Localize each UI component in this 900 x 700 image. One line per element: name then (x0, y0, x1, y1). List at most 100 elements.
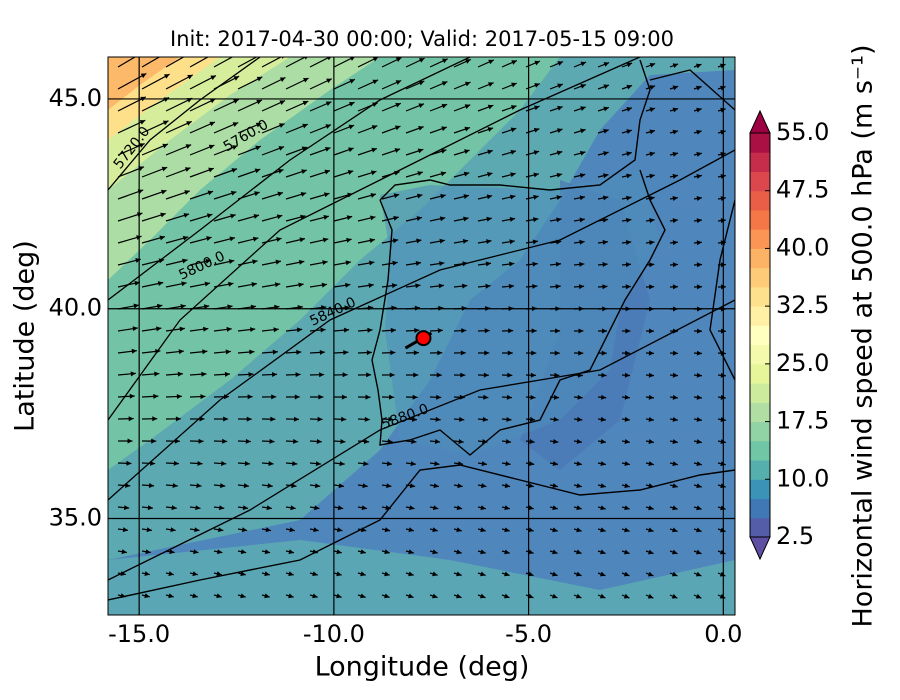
wind-vector-head (365, 394, 371, 400)
wind-vector-head (314, 505, 320, 511)
colorbar-band (750, 383, 770, 403)
wind-vector-head (649, 129, 655, 135)
grid (108, 57, 735, 615)
wind-vector-head (230, 213, 236, 219)
wind-vector-head (313, 527, 319, 533)
wind-vector-head (159, 235, 165, 241)
wind-vector-head (695, 549, 702, 555)
plot-frame (107, 56, 736, 616)
wind-vector-head (576, 527, 582, 533)
wind-vector-head (509, 216, 516, 222)
wind-vector-head (363, 439, 370, 444)
wind-vector-head (464, 149, 470, 155)
wind-vector-head (647, 571, 654, 577)
wind-vector-head (534, 105, 540, 111)
wind-vector-head (246, 416, 252, 422)
wind-vector-head (554, 350, 560, 356)
wind-vector-head (672, 218, 678, 224)
wind-vector-head (579, 261, 585, 267)
wind-vector-head (624, 461, 630, 467)
wind-vector-head (480, 571, 486, 577)
wind-vector-head (509, 194, 516, 200)
wind-vector-head (696, 527, 702, 533)
wind-vector-head (323, 214, 329, 220)
wind-vector-head (556, 150, 563, 156)
wind-vector-head (696, 240, 702, 246)
wind-vector-head (231, 168, 238, 173)
wind-vector-head (672, 505, 678, 511)
wind-vector-head (435, 416, 441, 422)
wind-vector-head (695, 63, 702, 69)
wind-vector-head (672, 372, 678, 378)
wind-vector-head (272, 349, 278, 355)
wind-vector-head (578, 328, 584, 334)
wind-vector-head (203, 304, 210, 310)
wind-vector-head (240, 593, 246, 599)
wind-vector-head (279, 77, 286, 82)
wind-vector-head (648, 416, 654, 422)
wind-vector-head (696, 416, 702, 422)
wind-vector-head (534, 60, 540, 66)
wind-vector-head (341, 416, 347, 422)
wind-vector-head (418, 58, 425, 63)
wind-vector-head (395, 80, 402, 85)
wind-vector-head (555, 261, 562, 267)
colorbar-band (750, 133, 770, 153)
wind-vector-head (370, 192, 376, 198)
wind-vector-head (482, 439, 488, 445)
wind-vector-head (219, 505, 225, 511)
wind-vector-head (418, 125, 424, 131)
wind-vector-head (441, 103, 448, 109)
wind-vector-head (440, 193, 446, 199)
wind-vector-head (625, 240, 632, 245)
wind-vector-head (486, 194, 493, 200)
wind-vector-head (264, 593, 270, 599)
wind-vector-head (696, 196, 702, 201)
wind-vector-head (321, 282, 327, 288)
wind-vector-head (575, 593, 582, 599)
wind-vector-head (456, 571, 462, 577)
wind-vector-head (580, 83, 586, 89)
wind-vector-head (232, 145, 238, 150)
wind-vector-head (162, 143, 168, 149)
wind-vector-head (294, 394, 300, 400)
wind-vector-head (384, 593, 390, 599)
coastline (379, 59, 735, 201)
wind-vector-head (386, 461, 393, 467)
wind-vector-head (504, 505, 510, 511)
wind-vector-head (649, 107, 656, 113)
wind-vector-head (579, 195, 586, 201)
wind-vector-head (180, 303, 186, 309)
wind-vector-head (389, 372, 395, 378)
wind-vector-head (243, 483, 250, 489)
wind-vector-head (648, 328, 654, 334)
wind-vector-head (390, 350, 396, 356)
wind-vector-head (649, 218, 655, 223)
wind-vector-head (268, 461, 274, 467)
wind-vector-head (533, 150, 540, 156)
wind-vector-head (603, 106, 609, 112)
colorbar-band (750, 152, 770, 172)
colorbar-tick-label: 10.0 (776, 464, 829, 492)
wind-vector-head (372, 79, 379, 85)
wind-vector-head (507, 372, 513, 378)
wind-vector-head (696, 505, 702, 511)
wind-vector-head (223, 416, 229, 422)
wind-vector-head (216, 593, 222, 599)
wind-vector-head (300, 192, 307, 197)
wind-vector-head (312, 593, 318, 599)
wind-vector-head (388, 416, 394, 422)
colorbar-band (750, 171, 770, 192)
wind-vector-head (233, 99, 239, 104)
wind-vector-head (241, 527, 248, 533)
wind-vector-head (672, 262, 678, 268)
colorbar-band (750, 325, 770, 346)
wind-vector-head (322, 237, 329, 243)
wind-vector-head (409, 483, 416, 489)
wind-vector-head (288, 593, 294, 599)
wind-vector-head (133, 303, 139, 309)
wind-vector-head (414, 327, 420, 333)
wind-vector-head (144, 593, 150, 599)
wind-vector-head (504, 483, 511, 489)
wind-vector-head (245, 438, 251, 444)
